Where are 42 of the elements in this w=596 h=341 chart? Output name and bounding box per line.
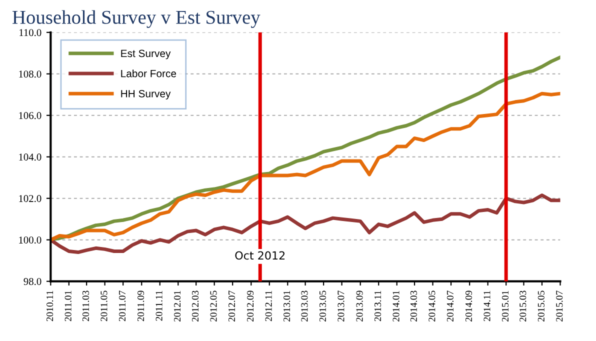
x-tick-label: 2014.05 bbox=[428, 290, 436, 322]
x-tick-label: 2013.09 bbox=[356, 290, 363, 322]
legend-label: Labor Force bbox=[121, 70, 176, 78]
x-tick-label: 2014.01 bbox=[392, 290, 400, 322]
y-tick-label: 106.0 bbox=[19, 112, 42, 120]
x-tick-label: 2015.03 bbox=[520, 290, 526, 322]
x-tick-label: 2012.11 bbox=[265, 290, 272, 322]
legend-label: HH Survey bbox=[121, 90, 171, 100]
x-tick-label: 2013.05 bbox=[319, 290, 326, 322]
y-tick-label: 100.0 bbox=[19, 236, 42, 244]
x-tick-label: 2011.07 bbox=[118, 290, 126, 322]
x-tick-label: 2012.03 bbox=[192, 290, 199, 322]
x-tick-label: 2012.05 bbox=[210, 290, 217, 322]
x-tick-label: 2013.07 bbox=[338, 290, 344, 322]
x-tick-label: 2012.07 bbox=[228, 290, 236, 322]
x-tick-label: 2014.07 bbox=[446, 290, 454, 322]
x-tick-label: 2010.11 bbox=[46, 290, 54, 322]
x-tick-label: 2011.09 bbox=[137, 290, 144, 322]
x-tick-label: 2014.11 bbox=[484, 290, 490, 322]
line-series bbox=[50, 92, 560, 242]
x-tick-label: 2011.03 bbox=[82, 290, 90, 322]
x-tick-label: 2014.03 bbox=[410, 290, 417, 322]
x-tick-label: 2013.03 bbox=[301, 290, 308, 322]
y-tick-label: 102.0 bbox=[19, 195, 42, 202]
x-tick-label: 2015.07 bbox=[556, 290, 563, 322]
y-tick-label: 98.0 bbox=[24, 278, 42, 286]
y-tick-label: 108.0 bbox=[19, 70, 42, 78]
x-tick-label: 2013.11 bbox=[374, 290, 382, 322]
chart-title: Household Survey v Est Survey bbox=[12, 10, 260, 28]
y-tick-label: 104.0 bbox=[19, 154, 42, 161]
x-tick-label: 2014.09 bbox=[465, 290, 472, 322]
x-tick-label: 2015.01 bbox=[502, 290, 509, 322]
x-tick-label: 2011.01 bbox=[64, 290, 72, 322]
x-tick-label: 2012.09 bbox=[247, 290, 254, 322]
y-tick-label: 110.0 bbox=[20, 29, 42, 36]
x-tick-label: 2011.05 bbox=[100, 290, 108, 322]
x-tick-label: 2012.01 bbox=[174, 290, 181, 322]
x-tick-label: 2015.05 bbox=[538, 290, 544, 322]
x-tick-label: 2011.11 bbox=[156, 290, 162, 321]
legend-label: Est Survey bbox=[121, 50, 171, 60]
ref-line-label: Oct 2012 bbox=[235, 251, 285, 260]
x-tick-label: 2013.01 bbox=[284, 290, 290, 322]
